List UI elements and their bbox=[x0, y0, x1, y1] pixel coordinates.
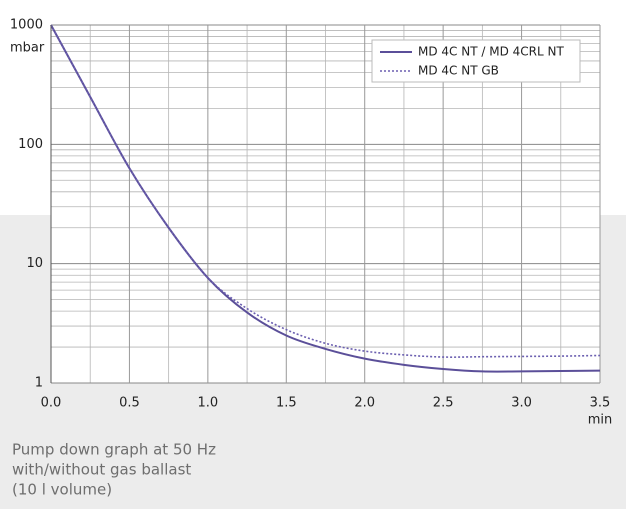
y-tick-label: 10 bbox=[26, 256, 43, 271]
x-tick-label: 1.0 bbox=[198, 396, 219, 411]
caption: with/without gas ballast bbox=[12, 461, 191, 479]
legend-label: MD 4C NT / MD 4CRL NT bbox=[418, 45, 564, 59]
x-tick-label: 0.0 bbox=[41, 396, 62, 411]
x-tick-label: 2.0 bbox=[354, 396, 375, 411]
y-axis-label: mbar bbox=[10, 41, 45, 56]
x-tick-label: 1.5 bbox=[276, 396, 297, 411]
series-line bbox=[50, 24, 601, 373]
legend-label: MD 4C NT GB bbox=[418, 64, 499, 78]
x-tick-label: 0.5 bbox=[119, 396, 140, 411]
caption: (10 l volume) bbox=[12, 481, 112, 499]
y-tick-label: 1000 bbox=[10, 18, 43, 33]
y-tick-label: 100 bbox=[18, 137, 43, 152]
x-tick-label: 2.5 bbox=[433, 396, 454, 411]
legend bbox=[371, 39, 581, 83]
x-tick-label: 3.0 bbox=[511, 396, 532, 411]
x-axis-label: min bbox=[588, 413, 613, 428]
y-tick-label: 1 bbox=[35, 376, 43, 391]
caption: Pump down graph at 50 Hz bbox=[12, 441, 216, 459]
x-tick-label: 3.5 bbox=[590, 396, 611, 411]
